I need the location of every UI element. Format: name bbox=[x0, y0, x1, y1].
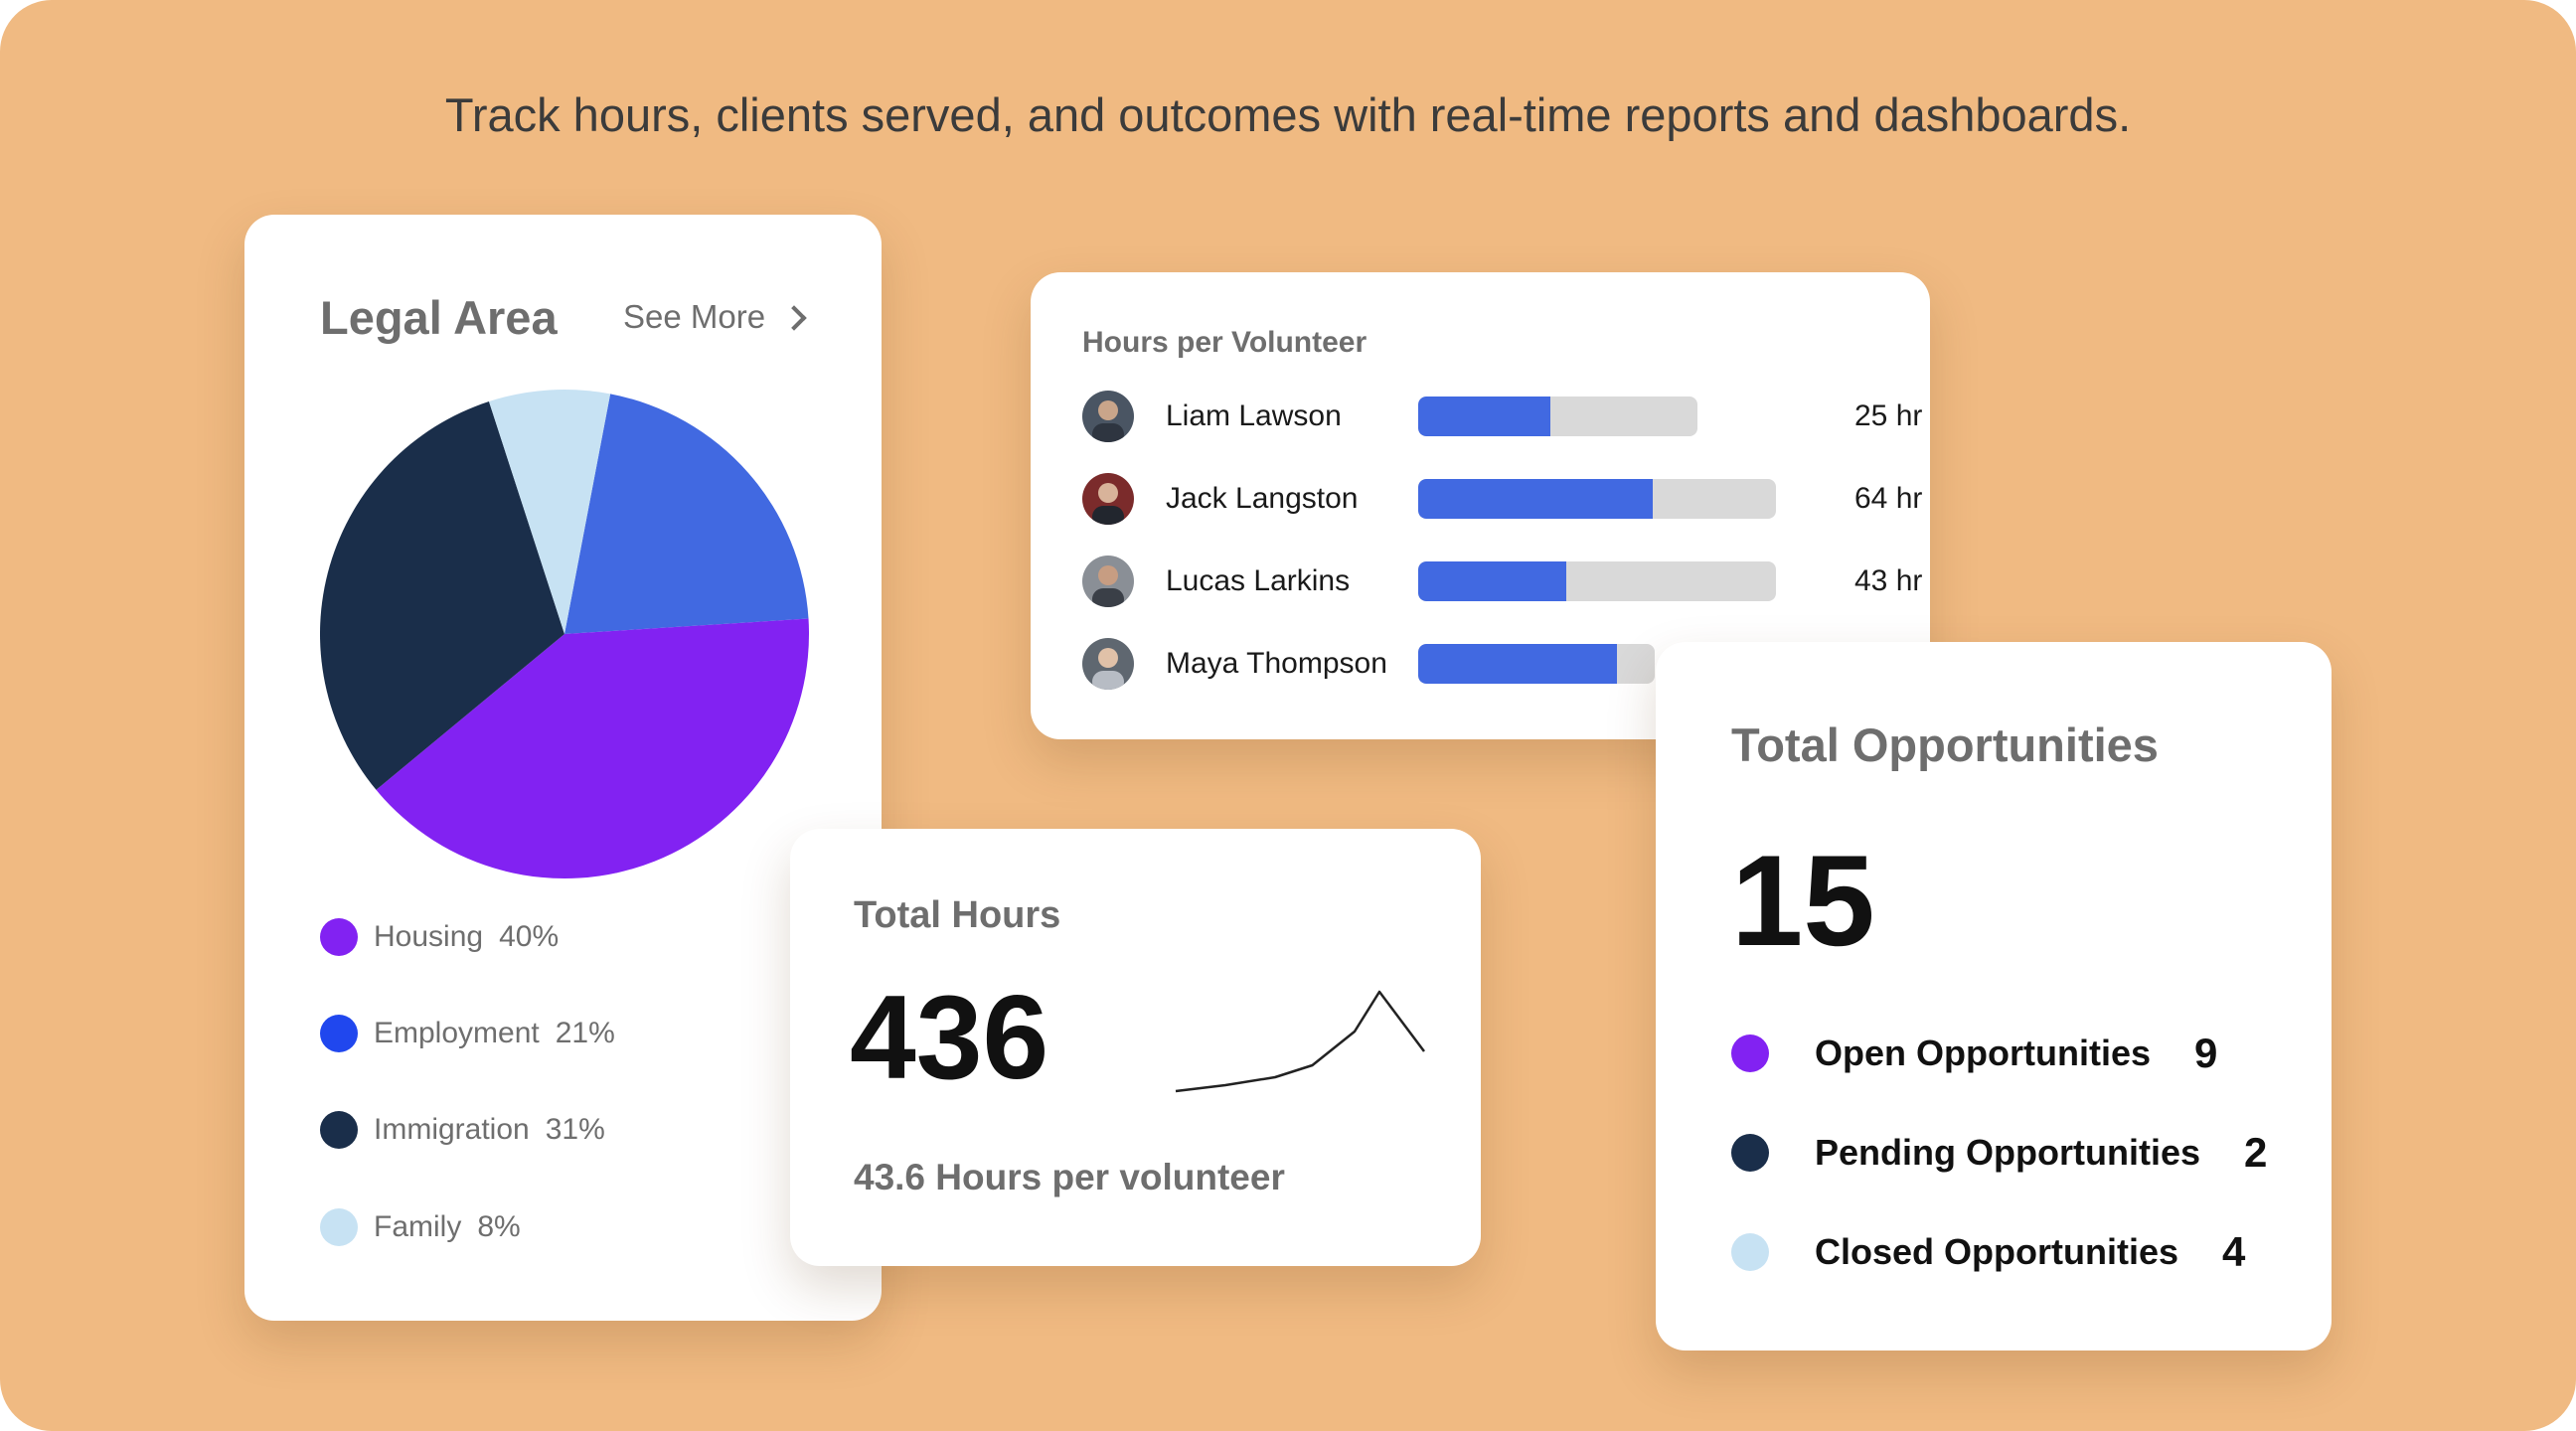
volunteer-row: Lucas Larkins 43 hr bbox=[1082, 556, 1922, 607]
total-hours-value: 436 bbox=[850, 971, 1049, 1104]
sparkline-path bbox=[1175, 990, 1425, 1093]
hours-bar-track bbox=[1418, 479, 1776, 519]
avatar bbox=[1082, 473, 1134, 525]
avatar bbox=[1082, 556, 1134, 607]
legend-label: Housing bbox=[374, 920, 484, 953]
legend-label: Family bbox=[374, 1210, 462, 1243]
legal-area-pie-chart bbox=[320, 390, 809, 878]
pie-slice-employment bbox=[564, 394, 809, 634]
total-opportunities-card: Total Opportunities 15 Open Opportunitie… bbox=[1656, 642, 2332, 1351]
opportunity-label: Pending Opportunities bbox=[1815, 1132, 2200, 1173]
volunteer-row: Jack Langston 64 hr bbox=[1082, 473, 1922, 525]
opportunity-item-open: Open Opportunities 9 bbox=[1731, 1030, 2217, 1077]
opportunity-dot-pending bbox=[1731, 1134, 1769, 1172]
hours-bar-track bbox=[1418, 561, 1776, 601]
volunteer-name: Jack Langston bbox=[1166, 482, 1359, 515]
opportunity-dot-closed bbox=[1731, 1233, 1769, 1271]
pie-slice-immigration bbox=[320, 401, 564, 790]
opportunity-dot-open bbox=[1731, 1034, 1769, 1072]
legend-value: 21% bbox=[555, 1017, 615, 1049]
volunteer-hours: 64 hr bbox=[1854, 482, 1923, 515]
hours-bar bbox=[1418, 479, 1653, 519]
opportunity-label: Open Opportunities bbox=[1815, 1033, 2151, 1073]
pie-slice-housing bbox=[376, 618, 809, 878]
avatar bbox=[1082, 391, 1134, 442]
volunteer-row: Liam Lawson 25 hr bbox=[1082, 391, 1922, 442]
legal-area-title: Legal Area bbox=[320, 291, 558, 344]
pie-slice-family bbox=[488, 390, 611, 634]
legend-value: 40% bbox=[499, 920, 560, 953]
volunteer-hours: 43 hr bbox=[1854, 564, 1923, 597]
opportunity-value: 9 bbox=[2194, 1030, 2218, 1076]
total-hours-sparkline bbox=[1175, 990, 1425, 1093]
hours-per-volunteer-subtitle: 43.6 Hours per volunteer bbox=[854, 1157, 1285, 1197]
hours-bar-track bbox=[1418, 644, 1655, 684]
hours-bar bbox=[1418, 397, 1551, 436]
opportunity-value: 2 bbox=[2243, 1129, 2268, 1176]
opportunity-label: Closed Opportunities bbox=[1815, 1231, 2179, 1272]
total-opportunities-title: Total Opportunities bbox=[1731, 718, 2159, 771]
legend-value: 8% bbox=[477, 1210, 521, 1243]
legend-item-family: Family 8% bbox=[320, 1208, 521, 1246]
total-hours-card: Total Hours 436 43.6 Hours per volunteer bbox=[790, 829, 1481, 1266]
volunteer-row: Maya Thompson bbox=[1082, 638, 1897, 690]
legend-item-housing: Housing 40% bbox=[320, 918, 559, 956]
hours-bar bbox=[1418, 561, 1567, 601]
total-hours-title: Total Hours bbox=[854, 894, 1061, 936]
hours-per-volunteer-title: Hours per Volunteer bbox=[1082, 326, 1368, 359]
opportunity-item-closed: Closed Opportunities 4 bbox=[1731, 1228, 2245, 1276]
volunteer-hours: 25 hr bbox=[1854, 399, 1923, 432]
total-opportunities-value: 15 bbox=[1731, 828, 1875, 973]
legend-dot-employment bbox=[320, 1015, 358, 1052]
chevron-right-icon bbox=[781, 305, 807, 331]
hours-bar-track bbox=[1418, 397, 1697, 436]
volunteer-name: Liam Lawson bbox=[1166, 399, 1342, 432]
legend-item-employment: Employment 21% bbox=[320, 1015, 615, 1052]
opportunity-value: 4 bbox=[2222, 1228, 2246, 1275]
legend-item-immigration: Immigration 31% bbox=[320, 1111, 605, 1149]
avatar bbox=[1082, 638, 1134, 690]
see-more-label: See More bbox=[623, 298, 766, 335]
legend-label: Immigration bbox=[374, 1113, 530, 1146]
hours-bar bbox=[1418, 644, 1617, 684]
legend-dot-housing bbox=[320, 918, 358, 956]
legend-label: Employment bbox=[374, 1017, 540, 1049]
legend-dot-family bbox=[320, 1208, 358, 1246]
headline: Track hours, clients served, and outcome… bbox=[444, 88, 2132, 141]
see-more-link[interactable]: See More bbox=[623, 298, 807, 336]
legend-value: 31% bbox=[545, 1113, 605, 1146]
volunteer-name: Maya Thompson bbox=[1166, 647, 1387, 680]
volunteer-name: Lucas Larkins bbox=[1166, 564, 1351, 597]
legal-area-card: Legal Area See More Housing 40% Employme… bbox=[244, 215, 882, 1321]
legend-dot-immigration bbox=[320, 1111, 358, 1149]
opportunity-item-pending: Pending Opportunities 2 bbox=[1731, 1129, 2267, 1177]
